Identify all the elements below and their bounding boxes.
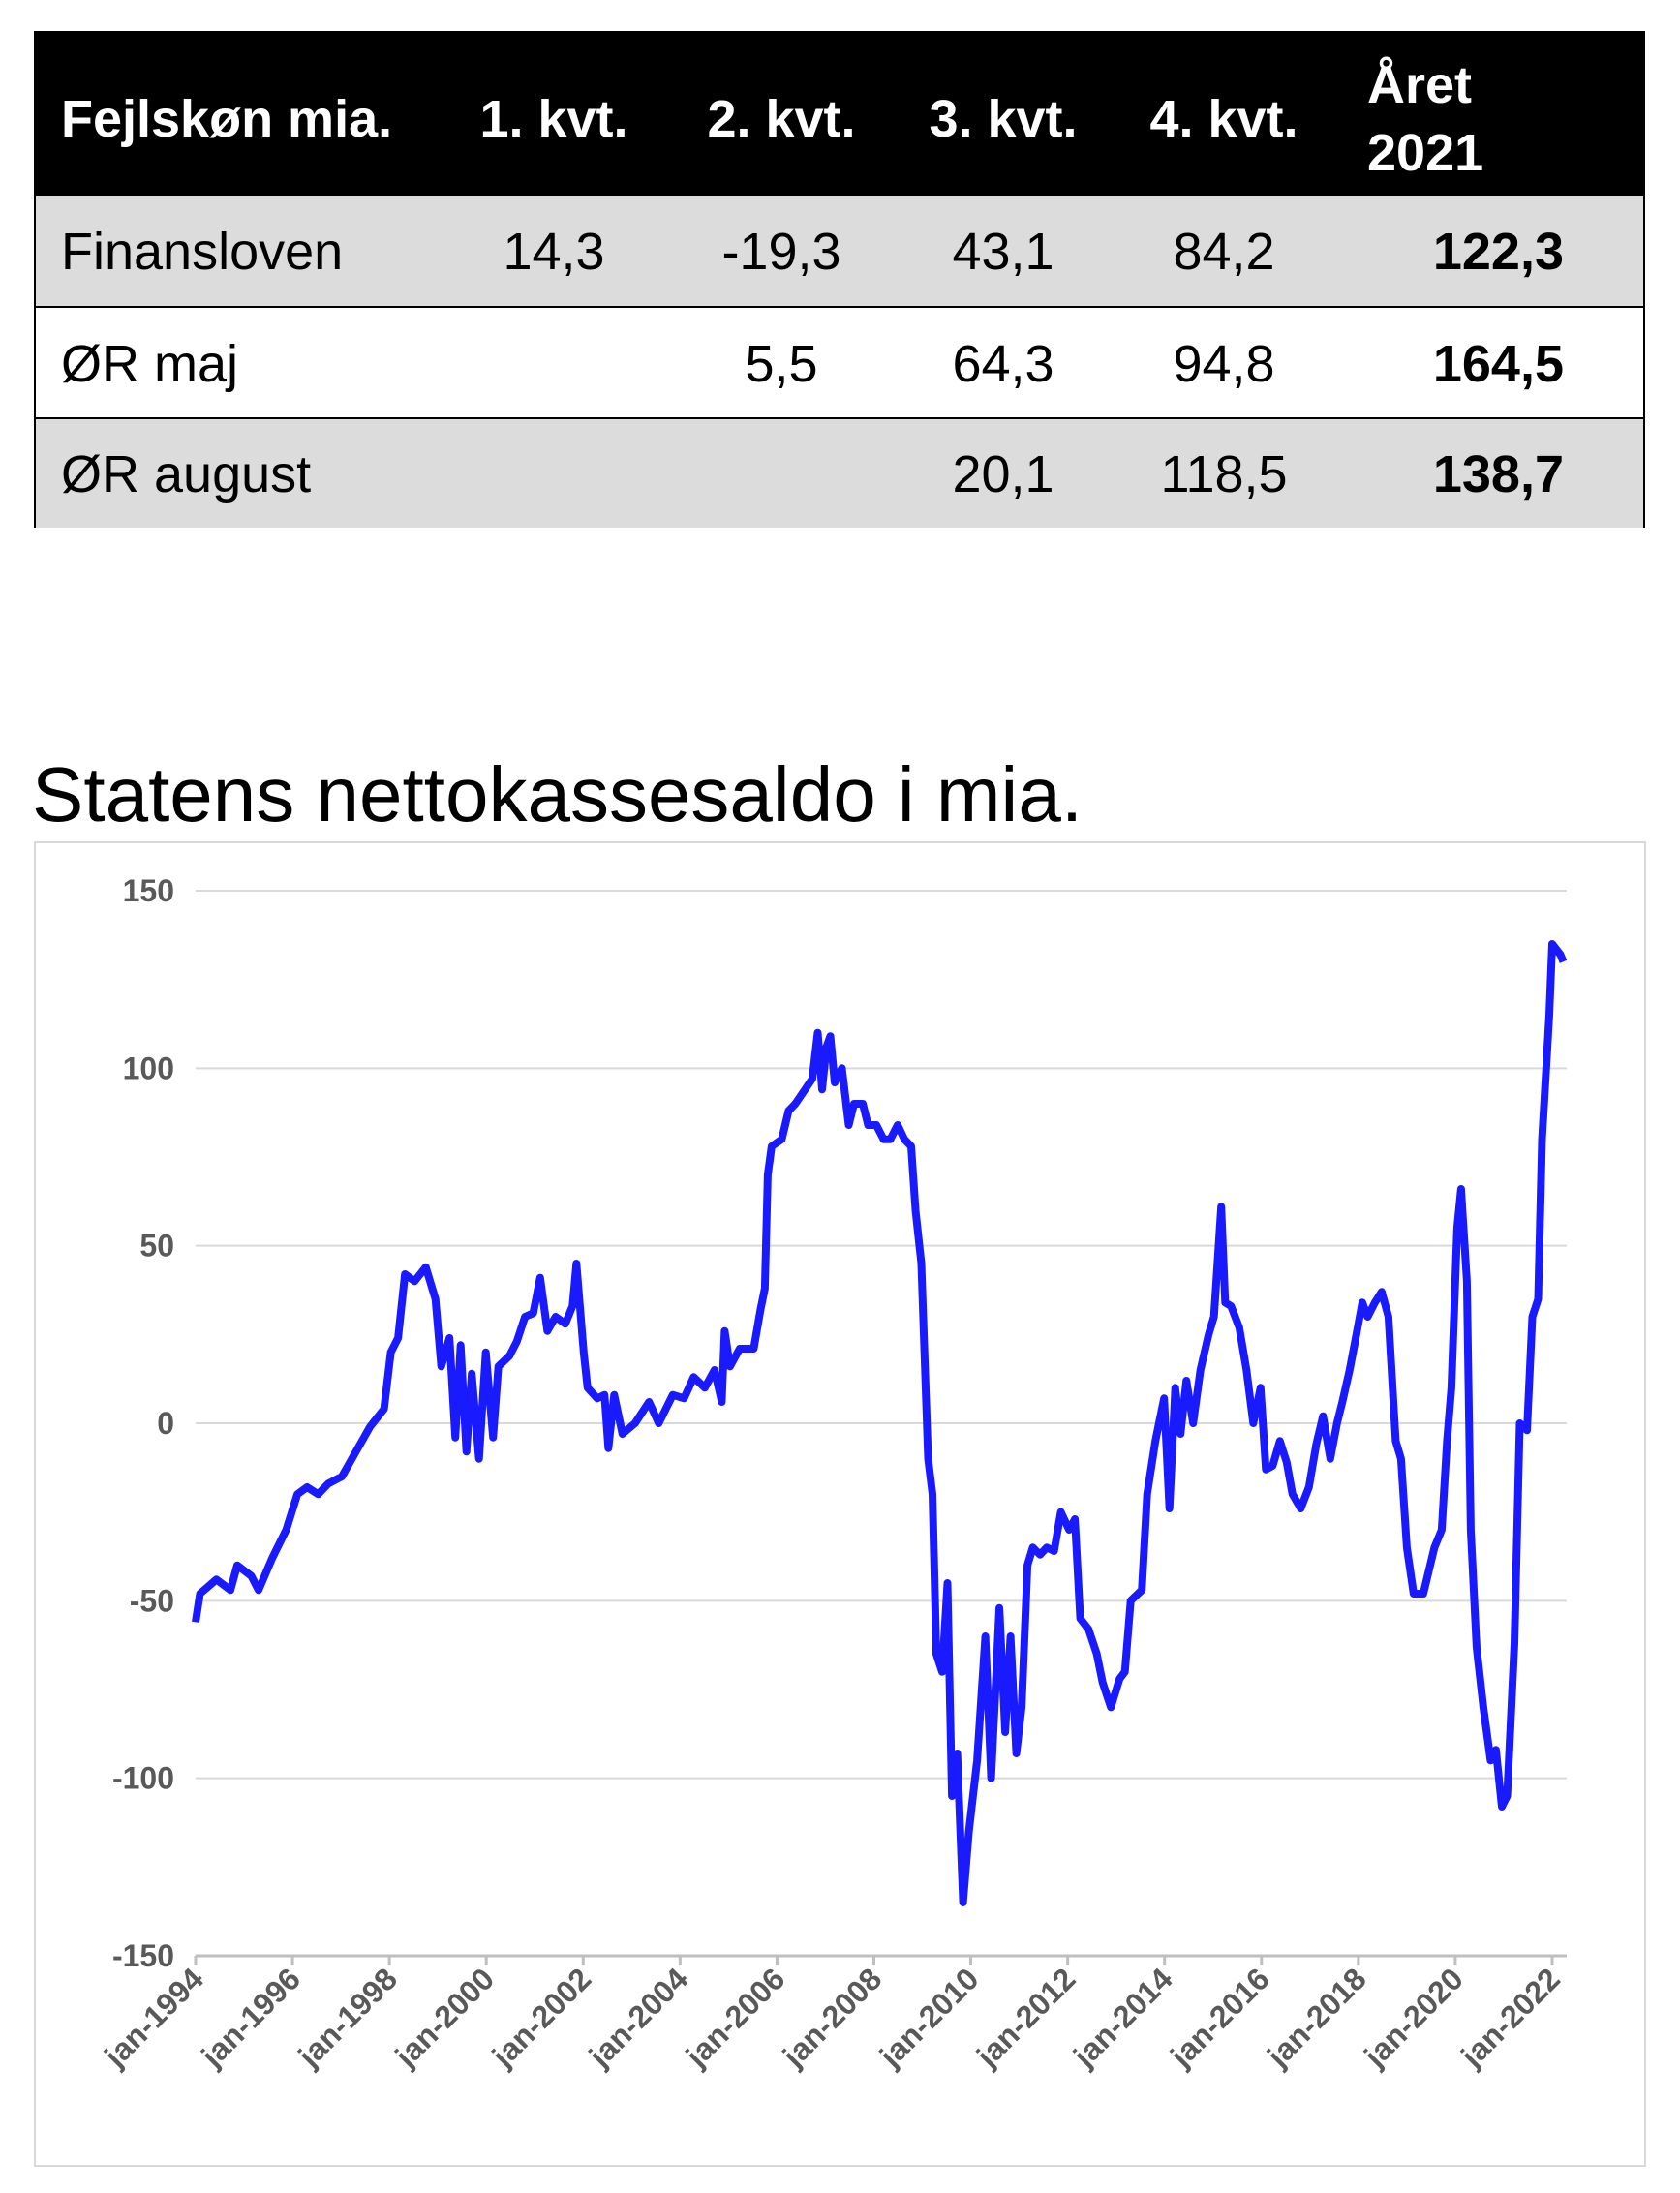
x-tick-label: jan-1996 (194, 1961, 307, 2074)
x-tick-label: jan-2008 (776, 1961, 889, 2074)
x-tick-label: jan-2018 (1260, 1961, 1373, 2074)
table-cell: ØR maj (61, 334, 239, 393)
x-tick-label: jan-2022 (1453, 1961, 1567, 2074)
table-cell: Finansloven (61, 223, 344, 281)
y-tick-label: 100 (123, 1051, 174, 1085)
header-cell: Året 2021 (1367, 56, 1484, 182)
x-tick-label: jan-2002 (485, 1961, 598, 2074)
table-cell: -19,3 (721, 223, 841, 281)
chart-frame (34, 841, 1646, 2167)
table-cell: 122,3 (1432, 223, 1564, 281)
x-tick-label: jan-2016 (1163, 1961, 1276, 2074)
table-cell: 84,2 (1173, 223, 1275, 281)
table-row: ØR maj 5,5 64,3 94,8 164,5 (36, 306, 1643, 417)
table-cell: 118,5 (1160, 445, 1288, 503)
table-row: Finansloven 14,3 -19,3 43,1 84,2 122,3 (36, 194, 1643, 306)
table-cell: 20,1 (952, 445, 1054, 503)
y-tick-label: 0 (157, 1406, 174, 1441)
y-tick-label: 50 (139, 1229, 174, 1264)
table-row: ØR august 20,1 118,5 138,7 (36, 417, 1643, 528)
header-cell: 1. kvt. (479, 90, 628, 148)
x-tick-label: jan-2014 (1066, 1961, 1179, 2074)
table-cell: ØR august (61, 445, 312, 503)
header-cell: 4. kvt. (1149, 90, 1298, 148)
table-cell: 43,1 (952, 223, 1054, 281)
x-tick-label: jan-1994 (97, 1961, 210, 2074)
chart-title: Statens nettokassesaldo i mia. (32, 751, 1084, 838)
table: Fejlskøn mia. 1. kvt. 2. kvt. 3. kvt. 4. kvt… (34, 31, 1645, 528)
x-tick-label: jan-2012 (969, 1961, 1083, 2074)
x-tick-label: jan-1998 (290, 1961, 404, 2074)
table-cell: 5,5 (745, 334, 818, 393)
y-tick-label: -150 (112, 1938, 174, 1973)
data-line (192, 940, 1568, 1906)
x-tick-label: jan-2020 (1357, 1961, 1470, 2074)
y-tick-label: 150 (123, 873, 174, 908)
table-cell: 138,7 (1432, 445, 1564, 503)
table-cell: 14,3 (503, 223, 605, 281)
x-tick-label: jan-2000 (387, 1961, 501, 2074)
x-tick-label: jan-2006 (679, 1961, 792, 2074)
table-cell: 64,3 (952, 334, 1054, 393)
x-tick-label: jan-2004 (582, 1961, 695, 2074)
y-tick-label: -100 (112, 1761, 174, 1796)
table-header: Fejlskøn mia. 1. kvt. 2. kvt. 3. kvt. 4. kvt… (36, 33, 1643, 194)
table-cell: 94,8 (1173, 334, 1275, 393)
y-tick-label: -50 (130, 1583, 174, 1618)
header-cell: 3. kvt. (929, 90, 1078, 148)
x-tick-label: jan-2010 (872, 1961, 986, 2074)
header-cell: Fejlskøn mia. (61, 90, 393, 148)
table-cell: 164,5 (1432, 334, 1564, 393)
header-cell: 2. kvt. (707, 90, 856, 148)
